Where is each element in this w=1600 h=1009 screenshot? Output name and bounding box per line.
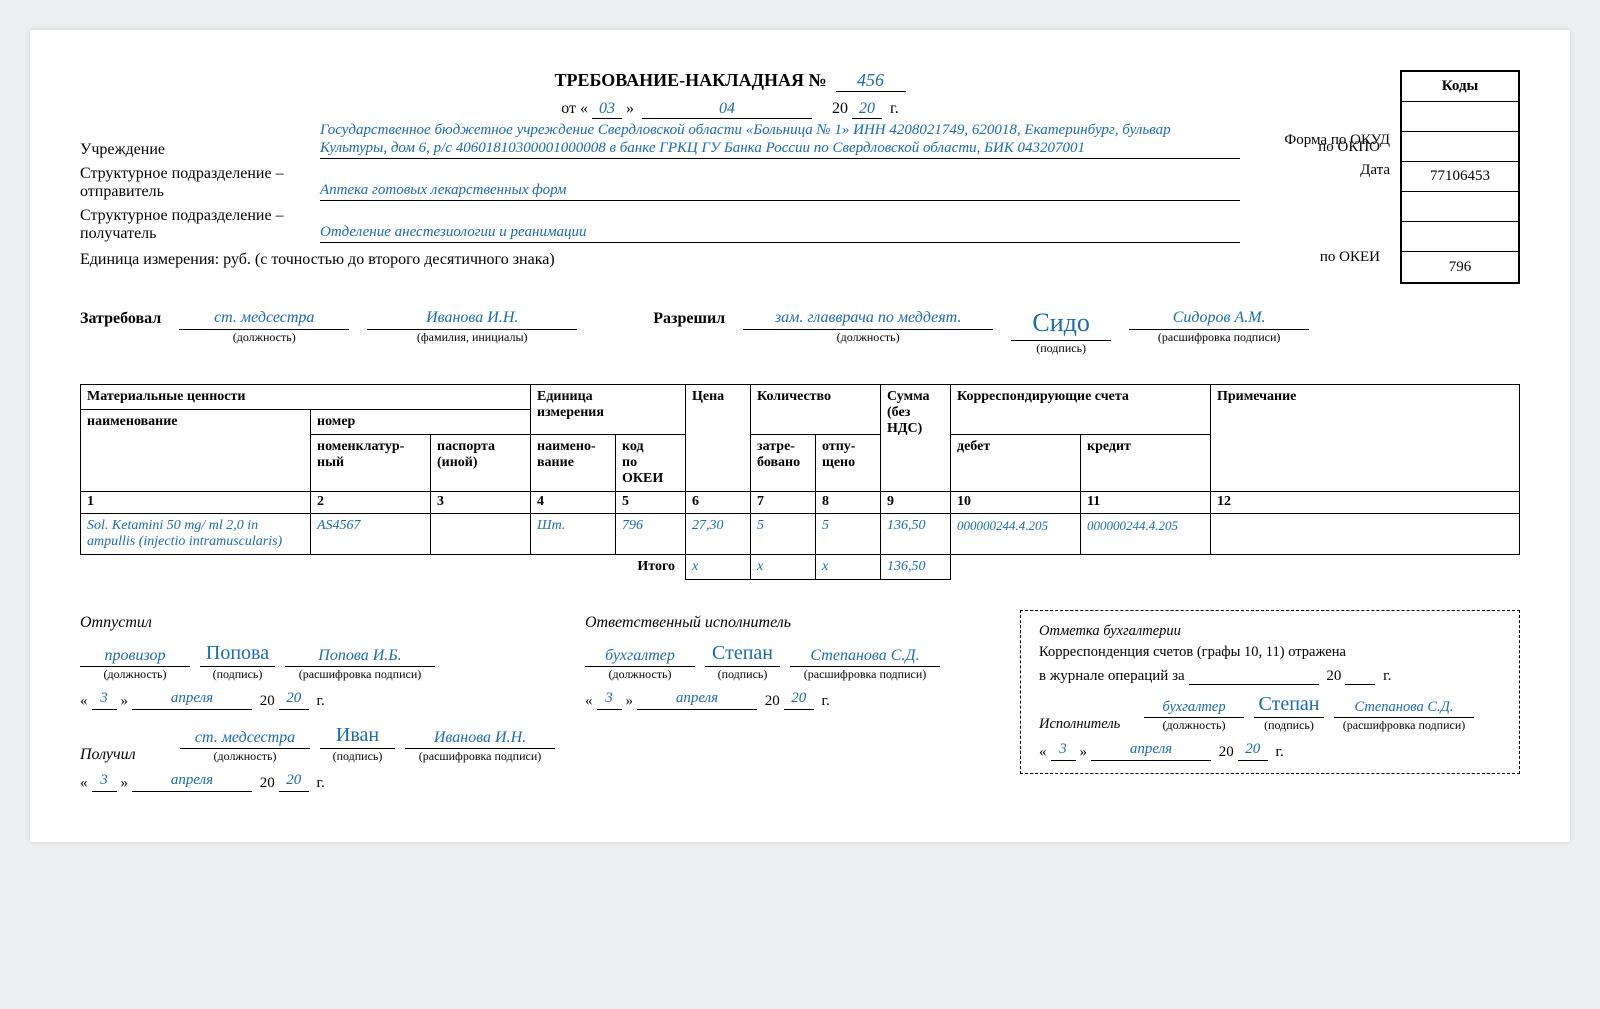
table-header-row: Материальные ценности Единица измерения … <box>81 385 1520 410</box>
acc-journal-line: в журнале операций за 20 г. <box>1039 665 1501 685</box>
executor-position: бухгалтер (должность) <box>585 645 695 682</box>
main-table: Материальные ценности Единица измерения … <box>80 384 1520 580</box>
th-sum: Сумма (без НДС) <box>881 385 951 492</box>
released-block: Отпустил провизор (должность) Попова (по… <box>80 610 555 792</box>
recipient-row: Структурное подразделение – получатель О… <box>80 207 1380 243</box>
th-credit: кредит <box>1081 435 1211 492</box>
executor-date: «3» апреля 2020 г. <box>585 690 990 710</box>
recipient-value: Отделение анестезиологии и реанимации <box>320 223 1240 243</box>
table-colnum-row: 1 2 3 4 5 6 7 8 9 10 11 12 <box>81 492 1520 514</box>
acc-fio: Степанова С.Д. (расшифровка подписи) <box>1334 696 1474 733</box>
day: 03 <box>592 100 622 119</box>
title-text: ТРЕБОВАНИЕ-НАКЛАДНАЯ № <box>554 70 826 90</box>
header-date: от « 03 » 04 20 20 г. <box>80 100 1380 119</box>
request-approval-line: Затребовал ст. медсестра (должность) Ива… <box>80 308 1520 356</box>
executor-fio: Степанова С.Д. (расшифровка подписи) <box>790 645 940 682</box>
th-price: Цена <box>686 385 751 492</box>
ot-label: от « <box>561 100 588 117</box>
blank-cell <box>1402 222 1518 252</box>
sender-row: Структурное подразделение – отправитель … <box>80 165 1380 201</box>
unit-row: Единица измерения: руб. (с точностью до … <box>80 249 1380 269</box>
received-position: ст. медсестра (должность) <box>180 727 310 764</box>
footer-area: Отпустил провизор (должность) Попова (по… <box>80 610 1520 792</box>
approved-label: Разрешил <box>653 308 725 328</box>
th-debit: дебет <box>951 435 1081 492</box>
th-name: наименование <box>81 410 311 492</box>
acc-signature: Степан (подпись) <box>1254 693 1324 733</box>
th-unit: Единица измерения <box>531 385 686 435</box>
released-head: Отпустил <box>80 614 555 632</box>
okud-cell <box>1402 102 1518 132</box>
requester-position: ст. медсестра (должность) <box>179 308 349 345</box>
executor-signature: Степан (подпись) <box>705 642 780 682</box>
acc-position: бухгалтер (должность) <box>1144 696 1244 733</box>
requester-fio: Иванова И.Н. (фамилия, инициалы) <box>367 308 577 345</box>
received-signature: Иван (подпись) <box>320 724 395 764</box>
received-fio: Иванова И.Н. (расшифровка подписи) <box>405 727 555 764</box>
sender-label: Структурное подразделение – отправитель <box>80 165 310 201</box>
table-row: Sol. Ketamini 50 mg/ ml 2,0 in ampullis … <box>81 514 1520 555</box>
released-date: «3» апреля 2020 г. <box>80 690 555 710</box>
acc-note-title: Отметка бухгалтерии <box>1039 623 1501 640</box>
received-date: «3» апреля 2020 г. <box>80 772 555 792</box>
acc-executor-label: Исполнитель <box>1039 716 1134 733</box>
acc-text1: Корреспонденция счетов (графы 10, 11) от… <box>1039 644 1501 661</box>
accounting-note-box: Отметка бухгалтерии Корреспонденция счет… <box>1020 610 1520 774</box>
top-left: ТРЕБОВАНИЕ-НАКЛАДНАЯ № 456 от « 03 » 04 … <box>80 70 1380 284</box>
received-block: Получил ст. медсестра (должность) Иван (… <box>80 724 555 792</box>
released-fio: Попова И.Б. (расшифровка подписи) <box>285 645 435 682</box>
institution-value: Государственное бюджетное учреждение Све… <box>320 121 1240 159</box>
approver-position: зам. главврача по меддеят. (должность) <box>743 308 993 345</box>
okei-label: по ОКЕИ <box>1250 249 1380 269</box>
th-qtyout: отпу- щено <box>816 435 881 492</box>
th-qty: Количество <box>751 385 881 435</box>
sender-value: Аптека готовых лекарственных форм <box>320 181 1240 201</box>
year: 20 <box>852 100 882 119</box>
approver-fio: Сидоров А.М. (расшифровка подписи) <box>1129 308 1309 345</box>
total-label: Итого <box>81 555 686 580</box>
th-okei: код по ОКЕИ <box>616 435 686 492</box>
date-code-label: Дата <box>1360 162 1390 179</box>
approver-signature: Сидо (подпись) <box>1011 308 1111 356</box>
acc-date: «3» апреля 2020 г. <box>1039 741 1501 761</box>
institution-row: Учреждение Государственное бюджетное учр… <box>80 121 1380 159</box>
requested-label: Затребовал <box>80 308 161 328</box>
date-cell <box>1402 132 1518 162</box>
document-page: ТРЕБОВАНИЕ-НАКЛАДНАЯ № 456 от « 03 » 04 … <box>30 30 1570 842</box>
okpo-cell: 77106453 <box>1402 162 1518 192</box>
th-note: Примечание <box>1211 385 1520 492</box>
executor-block: Ответственный исполнитель бухгалтер (дол… <box>585 610 990 710</box>
blank-cell <box>1402 192 1518 222</box>
institution-label: Учреждение <box>80 141 310 159</box>
top-area: ТРЕБОВАНИЕ-НАКЛАДНАЯ № 456 от « 03 » 04 … <box>80 70 1520 284</box>
received-head: Получил <box>80 746 170 764</box>
th-acc: Корреспондирующие счета <box>951 385 1211 435</box>
month: 04 <box>642 100 812 119</box>
codes-header: Коды <box>1402 72 1518 102</box>
title-line: ТРЕБОВАНИЕ-НАКЛАДНАЯ № 456 <box>80 70 1380 92</box>
unit-label: Единица измерения: руб. (с точностью до … <box>80 251 1240 269</box>
th-material: Материальные ценности <box>81 385 531 410</box>
th-qtyreq: затре- бовано <box>751 435 816 492</box>
released-position: провизор (должность) <box>80 645 190 682</box>
recipient-label: Структурное подразделение – получатель <box>80 207 310 243</box>
okei-cell: 796 <box>1402 252 1518 282</box>
th-passport: паспорта (иной) <box>431 435 531 492</box>
executor-head: Ответственный исполнитель <box>585 614 990 632</box>
th-number: номер <box>311 410 531 435</box>
codes-box: Коды 77106453 796 <box>1400 70 1520 284</box>
codes-column: Форма по ОКУД Дата Коды 77106453 796 <box>1400 70 1520 284</box>
okud-label: Форма по ОКУД <box>1284 132 1390 149</box>
th-unitname: наимено- вание <box>531 435 616 492</box>
doc-number: 456 <box>836 70 906 92</box>
table-totals-row: Итого x x x 136,50 <box>81 555 1520 580</box>
th-nomen: номенклатур- ный <box>311 435 431 492</box>
released-signature: Попова (подпись) <box>200 642 275 682</box>
